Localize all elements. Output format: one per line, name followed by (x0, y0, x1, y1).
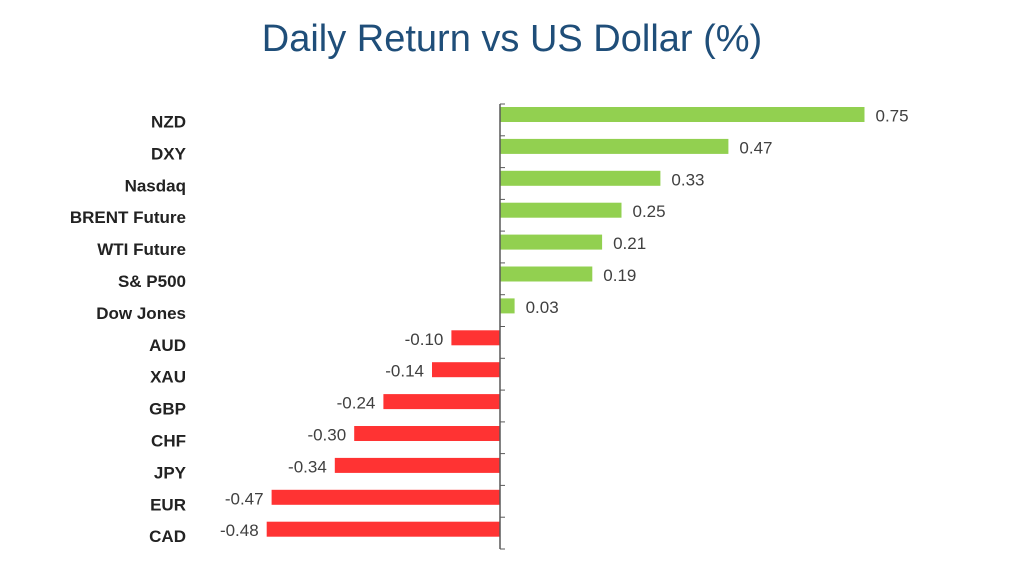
bar-chf (354, 426, 500, 441)
value-label-jpy: -0.34 (288, 457, 327, 476)
category-label-dxy: DXY (151, 144, 187, 163)
category-label-nzd: NZD (151, 113, 186, 132)
labels-layer: NZD 0.75 DXY 0.47 Nasdaq 0.33 BRENT Future 0.25… (70, 107, 909, 547)
category-label-s-p500: S& P500 (118, 272, 186, 291)
value-label-nasdaq: 0.33 (671, 170, 704, 189)
value-label-aud: -0.10 (405, 330, 444, 349)
value-label-chf: -0.30 (307, 426, 346, 445)
value-label-dxy: 0.47 (739, 138, 772, 157)
bar-s-p500 (500, 266, 593, 282)
bar-jpy (334, 457, 500, 473)
value-label-wti-future: 0.21 (613, 234, 646, 253)
bar-wti-future (500, 234, 603, 250)
bar-eur (271, 489, 500, 505)
category-label-nasdaq: Nasdaq (125, 176, 186, 195)
bar-dxy (500, 138, 729, 154)
bar-dow-jones (500, 298, 515, 314)
category-label-xau: XAU (150, 368, 186, 387)
bar-gbp (383, 394, 500, 410)
value-label-cad: -0.48 (220, 521, 259, 540)
category-label-dow-jones: Dow Jones (96, 304, 186, 323)
value-label-s-p500: 0.19 (603, 266, 636, 285)
value-label-eur: -0.47 (225, 489, 264, 508)
category-label-jpy: JPY (154, 463, 187, 482)
bar-nasdaq (500, 170, 661, 186)
category-label-gbp: GBP (149, 400, 186, 419)
bar-aud (451, 330, 500, 346)
bar-cad (266, 521, 500, 537)
category-label-wti-future: WTI Future (97, 240, 186, 259)
axis-layer (499, 103, 505, 550)
category-label-eur: EUR (150, 495, 186, 514)
bar-xau (432, 362, 500, 378)
value-label-xau: -0.14 (385, 362, 424, 381)
value-label-dow-jones: 0.03 (526, 298, 559, 317)
bar-nzd (500, 107, 865, 122)
bar-brent-future (500, 202, 622, 218)
value-label-brent-future: 0.25 (633, 202, 666, 221)
category-label-brent-future: BRENT Future (70, 208, 186, 227)
chart-title: Daily Return vs US Dollar (%) (261, 18, 763, 60)
value-label-nzd: 0.75 (876, 107, 909, 126)
category-label-cad: CAD (149, 527, 186, 546)
category-label-chf: CHF (151, 432, 186, 451)
category-label-aud: AUD (149, 336, 186, 355)
value-label-gbp: -0.24 (337, 394, 376, 413)
bars-layer (266, 107, 865, 537)
